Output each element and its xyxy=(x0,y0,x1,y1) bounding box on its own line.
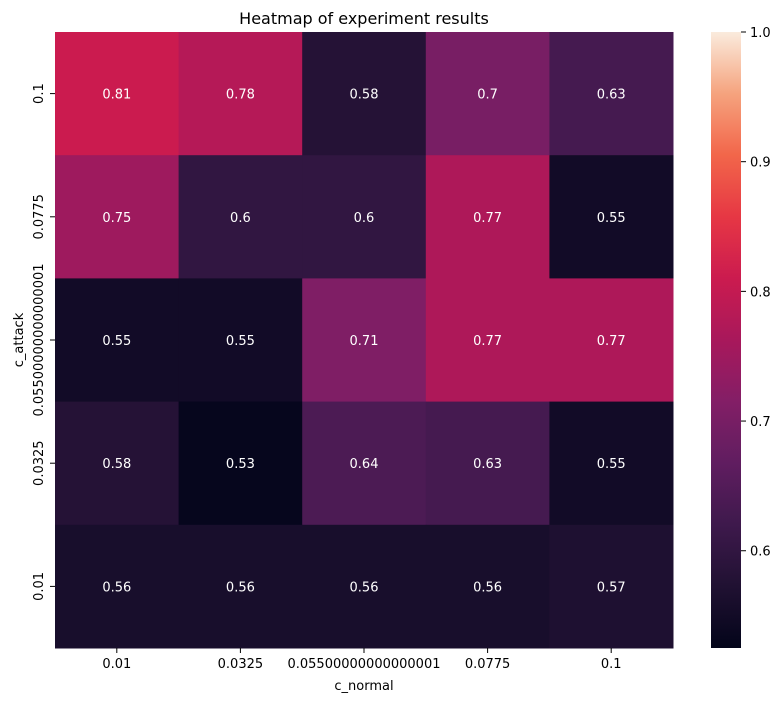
x-axis-label: c_normal xyxy=(334,679,393,694)
heatmap-cell-r4-c2 xyxy=(302,524,427,649)
cell-annotation-r3-c2: 0.64 xyxy=(350,457,379,472)
cell-annotation-r1-c3: 0.77 xyxy=(473,211,502,226)
cell-annotation-r4-c1: 0.56 xyxy=(226,580,255,595)
heatmap-cell-r0-c3 xyxy=(425,32,550,156)
y-axis-label: c_attack xyxy=(12,312,27,367)
heatmap-cell-r1-c2 xyxy=(302,155,427,279)
cell-annotation-r0-c1: 0.78 xyxy=(226,88,255,103)
cell-annotation-r3-c3: 0.63 xyxy=(473,457,502,472)
y-tick-label: 0.01 xyxy=(32,572,47,601)
cell-annotation-r1-c2: 0.6 xyxy=(354,211,375,226)
colorbar: 0.6 0.7 0.8 0.9 1.0 xyxy=(711,26,771,648)
heatmap-cell-r2-c2 xyxy=(302,278,427,403)
cell-annotation-r1-c1: 0.6 xyxy=(230,211,251,226)
heatmap-cell-r0-c4 xyxy=(549,32,674,156)
cell-annotation-r2-c4: 0.77 xyxy=(597,334,626,349)
cell-annotation-r2-c2: 0.71 xyxy=(350,334,379,349)
colorbar-tick-label: 1.0 xyxy=(750,26,771,41)
y-tick-label: 0.05500000000000001 xyxy=(32,263,47,416)
colorbar-tick-label: 0.7 xyxy=(750,415,771,430)
cell-annotation-r3-c0: 0.58 xyxy=(102,457,131,472)
heatmap-cell-r0-c0 xyxy=(55,32,180,156)
x-tick-label: 0.0775 xyxy=(465,657,511,672)
cell-annotation-r2-c3: 0.77 xyxy=(473,334,502,349)
heatmap-cell-r2-c3 xyxy=(425,278,550,403)
cell-annotation-r1-c4: 0.55 xyxy=(597,211,626,226)
heatmap-cell-r0-c2 xyxy=(302,32,427,156)
colorbar-tick-label: 0.8 xyxy=(750,285,771,300)
heatmap-cell-r2-c1 xyxy=(178,278,303,403)
cell-annotation-r0-c4: 0.63 xyxy=(597,88,626,103)
heatmap-cell-r2-c0 xyxy=(55,278,180,403)
cell-annotation-r4-c3: 0.56 xyxy=(473,580,502,595)
heatmap-cell-r4-c1 xyxy=(178,524,303,649)
x-tick-label: 0.0325 xyxy=(218,657,264,672)
y-tick-label: 0.0325 xyxy=(32,440,47,486)
heatmap-cell-r3-c3 xyxy=(425,401,550,526)
cell-annotation-r2-c0: 0.55 xyxy=(102,334,131,349)
cell-annotation-r0-c0: 0.81 xyxy=(102,88,131,103)
cell-annotation-r1-c0: 0.75 xyxy=(102,211,131,226)
x-tick-label: 0.05500000000000001 xyxy=(287,657,440,672)
heatmap-cell-r3-c0 xyxy=(55,401,180,526)
heatmap-cell-r1-c3 xyxy=(425,155,550,279)
heatmap-cell-r4-c0 xyxy=(55,524,180,649)
heatmap-cell-r2-c4 xyxy=(549,278,674,403)
cell-annotation-r0-c2: 0.58 xyxy=(350,88,379,103)
x-tick-label: 0.01 xyxy=(102,657,131,672)
heatmap-cell-r4-c3 xyxy=(425,524,550,649)
heatmap-cell-r1-c1 xyxy=(178,155,303,279)
cell-annotation-r4-c0: 0.56 xyxy=(102,580,131,595)
colorbar-gradient xyxy=(711,32,741,648)
heatmap-cell-r3-c1 xyxy=(178,401,303,526)
cell-annotation-r4-c4: 0.57 xyxy=(597,580,626,595)
y-tick-label: 0.0775 xyxy=(32,194,47,240)
chart-title: Heatmap of experiment results xyxy=(239,9,489,28)
colorbar-tick-label: 0.6 xyxy=(750,545,771,560)
heatmap-grid: 0.81 0.78 0.58 0.7 0.63 0.75 0.6 0.6 0.77 0.55 0.5… xyxy=(55,32,674,649)
cell-annotation-r2-c1: 0.55 xyxy=(226,334,255,349)
heatmap-cell-r1-c0 xyxy=(55,155,180,279)
x-tick-label: 0.1 xyxy=(601,657,622,672)
cell-annotation-r4-c2: 0.56 xyxy=(350,580,379,595)
colorbar-tick-label: 0.9 xyxy=(750,156,771,171)
cell-annotation-r3-c1: 0.53 xyxy=(226,457,255,472)
heatmap-cell-r3-c4 xyxy=(549,401,674,526)
heatmap-cell-r4-c4 xyxy=(549,524,674,649)
heatmap-cell-r1-c4 xyxy=(549,155,674,279)
y-tick-label: 0.1 xyxy=(32,83,47,104)
cell-annotation-r3-c4: 0.55 xyxy=(597,457,626,472)
y-axis-ticks: 0.1 0.0775 0.05500000000000001 0.0325 0.01 xyxy=(32,83,55,601)
heatmap-cell-r0-c1 xyxy=(178,32,303,156)
cell-annotation-r0-c3: 0.7 xyxy=(477,88,498,103)
x-axis-ticks: 0.01 0.0325 0.05500000000000001 0.0775 0.1 xyxy=(102,648,622,672)
heatmap-cell-r3-c2 xyxy=(302,401,427,526)
